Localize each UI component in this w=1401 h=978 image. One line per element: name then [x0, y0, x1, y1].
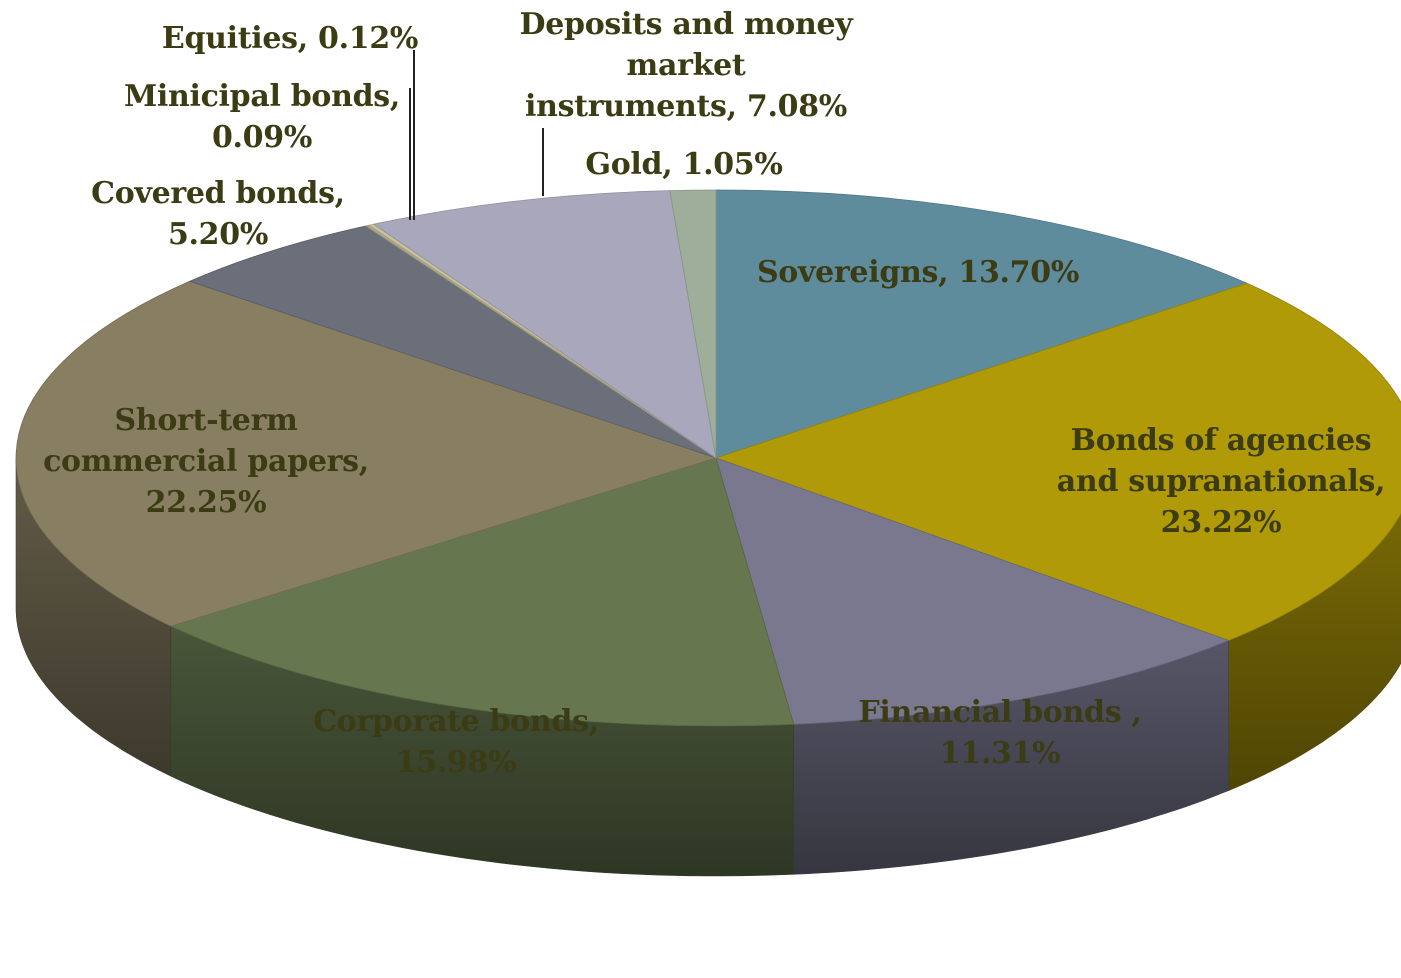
data-label-financial-bonds: Financial bonds , 11.31%	[858, 695, 1141, 771]
data-label-equities: Equities, 0.12%	[162, 21, 418, 56]
data-label-deposits-and-money-market-instruments: Deposits and money market instruments, 7.0…	[520, 7, 855, 124]
data-label-sovereigns: Sovereigns, 13.70%	[757, 255, 1079, 290]
data-label-corporate-bonds: Corporate bonds, 15.98%	[313, 704, 599, 780]
data-label-gold: Gold, 1.05%	[585, 147, 782, 182]
data-label-bonds-of-agencies-and-supranationals: Bonds of agencies and supranationals, 23.2…	[1057, 423, 1385, 540]
pie-slice-bonds-of-agencies-and-supranationals	[714, 282, 1401, 641]
pie-slice-deposits-and-money-market-instruments	[372, 190, 717, 459]
data-label-minicipal-bonds: Minicipal bonds, 0.09%	[124, 79, 400, 155]
data-labels: Sovereigns, 13.70% Bonds of agencies and s…	[43, 7, 1385, 780]
pie-slice-sovereigns	[715, 189, 1249, 459]
leader-lines	[409, 50, 544, 220]
pie-slice-gold	[669, 189, 717, 459]
data-label-covered-bonds: Covered bonds, 5.20%	[91, 176, 345, 252]
data-label-short-term-commercial-papers: Short-term commercial papers, 22.25%	[43, 403, 369, 520]
pie-side-walls	[15, 457, 1401, 877]
pie-slice-short-term-commercial-papers	[15, 280, 718, 627]
pie-slice-financial-bonds	[715, 457, 1230, 725]
pie-slice-covered-bonds	[188, 225, 717, 459]
pie-slice-corporate-bonds	[169, 457, 795, 727]
pie-slices	[15, 189, 1401, 727]
